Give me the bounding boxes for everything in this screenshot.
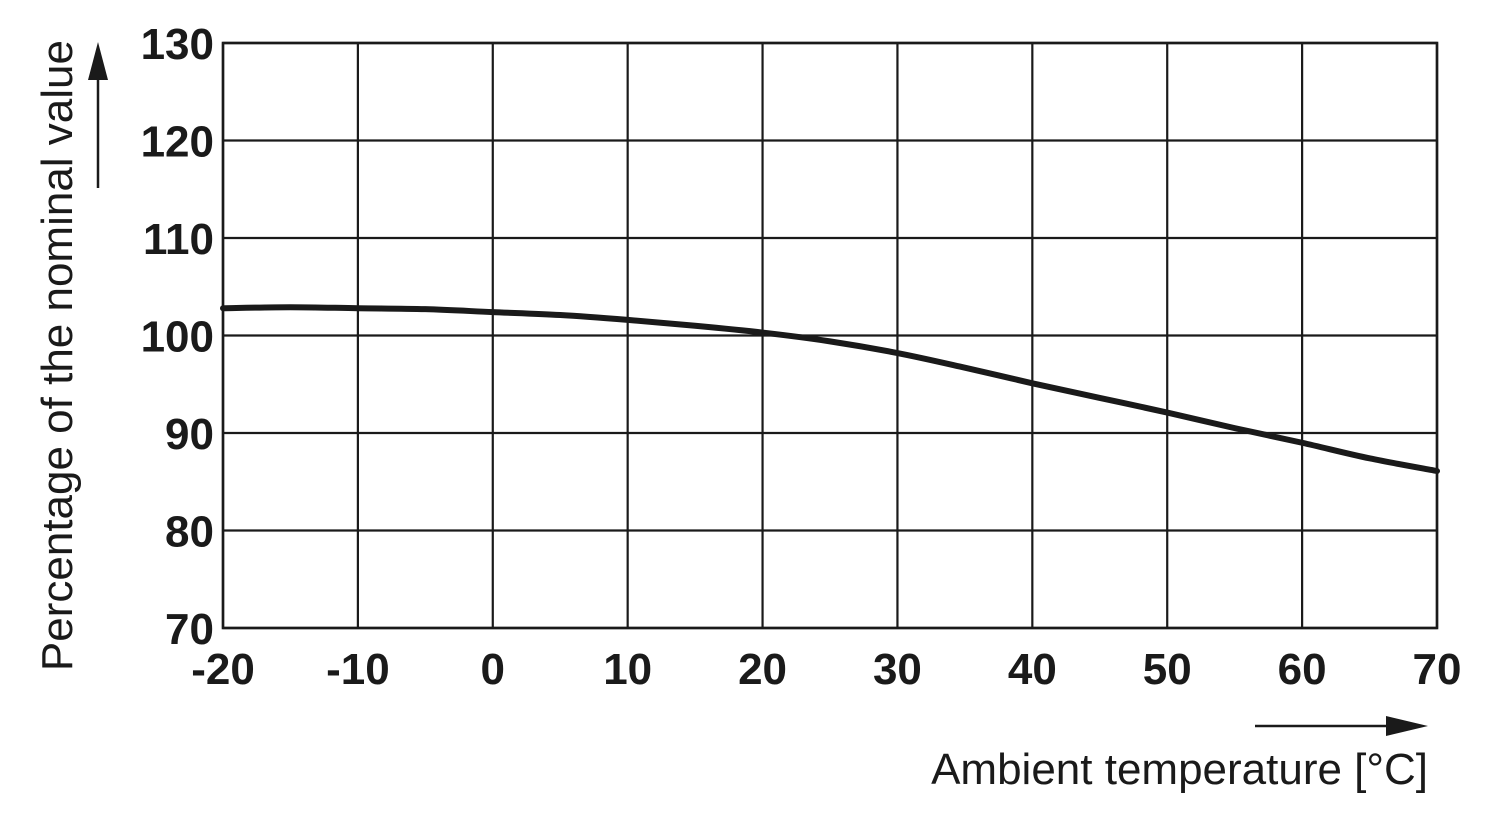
x-tick-label: 30 [873, 645, 922, 694]
x-tick-label: 40 [1008, 645, 1057, 694]
x-tick-label: 70 [1413, 645, 1462, 694]
x-axis-title: Ambient temperature [°C] [931, 745, 1428, 794]
y-axis-title: Percentage of the nominal value [33, 40, 82, 671]
x-tick-label: -20 [191, 645, 255, 694]
x-tick-label: -10 [326, 645, 390, 694]
x-axis-title-group: Ambient temperature [°C] [931, 716, 1428, 794]
y-axis-ticks: 70 80 90 100 110 120 130 [141, 20, 214, 654]
plot-area [220, 304, 1440, 475]
y-axis-arrow-icon [88, 42, 108, 80]
y-tick-label: 80 [165, 508, 214, 557]
series-line [220, 304, 1440, 475]
x-tick-label: 0 [481, 645, 505, 694]
y-tick-label: 90 [165, 410, 214, 459]
y-tick-label: 70 [165, 605, 214, 654]
y-tick-label: 110 [143, 215, 214, 264]
y-tick-label: 120 [141, 118, 214, 167]
x-tick-label: 10 [603, 645, 652, 694]
plot-frame [221, 41, 1439, 630]
x-axis-ticks: -20 -10 0 10 20 30 40 50 60 70 [191, 645, 1461, 694]
x-tick-label: 50 [1143, 645, 1192, 694]
x-tick-label: 20 [738, 645, 787, 694]
grid [221, 41, 1439, 630]
y-axis-title-group: Percentage of the nominal value [33, 40, 108, 671]
x-tick-label: 60 [1278, 645, 1327, 694]
y-tick-label: 100 [141, 313, 214, 362]
y-tick-label: 130 [141, 20, 214, 69]
x-axis-arrow-icon [1386, 716, 1428, 736]
